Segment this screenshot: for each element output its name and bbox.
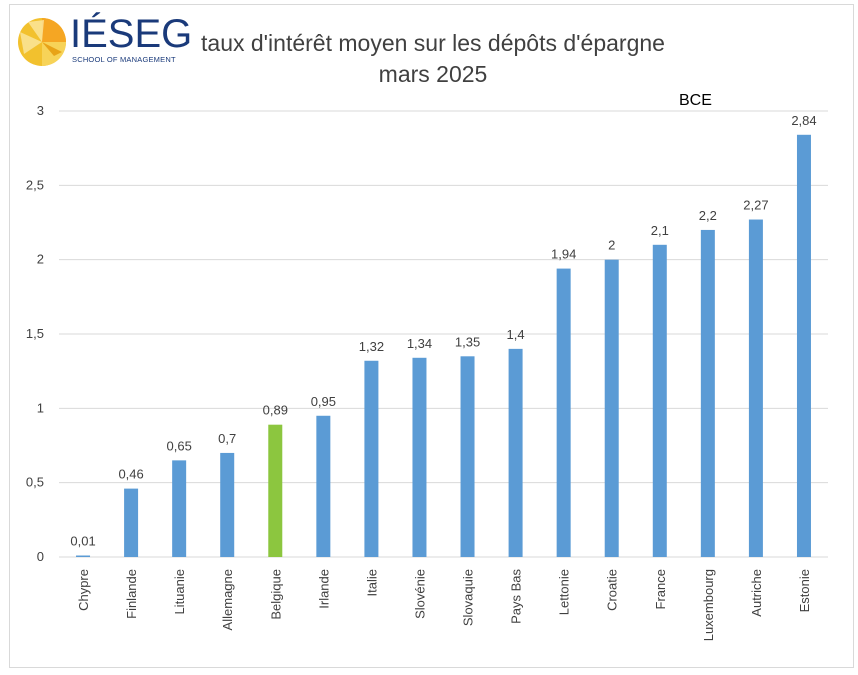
bar-belgique [268,424,283,557]
chart-title: taux d'intérêt moyen sur les dépôts d'ép… [201,30,665,56]
bar-finlande [124,488,139,557]
x-tick-label: Slovénie [412,569,427,619]
x-tick-label: Pays Bas [509,569,524,624]
y-tick-label: 3 [37,103,44,118]
bar-luxembourg [700,229,715,557]
ieseg-logo: IÉSEG SCHOOL OF MANAGEMENT [14,12,192,72]
x-tick-label: Estonie [797,569,812,612]
chart-title-block: taux d'intérêt moyen sur les dépôts d'ép… [183,28,683,90]
bar-slovaquie [460,356,475,557]
y-tick-label: 2,5 [26,177,44,192]
data-label: 0,01 [70,534,95,549]
chart-annotation: BCE [679,92,712,109]
logo-wordmark: IÉSEG [70,12,193,56]
x-tick-label: Lituanie [172,569,187,615]
data-label: 0,65 [167,438,192,453]
x-tick-label: Allemagne [220,569,235,630]
bar-france [652,244,667,558]
data-label: 0,95 [311,394,336,409]
bar-pays-bas [508,348,523,557]
bar-croatie [604,259,619,557]
data-label: 2,2 [699,208,717,223]
data-label: 1,34 [407,336,432,351]
y-tick-label: 2 [37,252,44,267]
bar-lituanie [172,460,187,557]
sun-logo-icon [18,18,66,66]
data-label: 2,27 [743,198,768,213]
bar-italie [364,360,379,557]
x-tick-label: Finlande [124,569,139,619]
x-tick-label: Lettonie [557,569,572,615]
bar-lettonie [556,268,571,557]
data-label: 0,7 [218,431,236,446]
data-label: 1,94 [551,247,576,262]
y-tick-label: 1 [37,400,44,415]
bar-irlande [316,415,331,557]
x-tick-label: Italie [364,569,379,596]
y-tick-label: 0,5 [26,475,44,490]
data-label: 1,4 [507,327,525,342]
bar-allemagne [220,452,235,557]
x-tick-label: Slovaquie [461,569,476,626]
chart-subtitle: mars 2025 [378,61,488,87]
y-tick-label: 1,5 [26,326,44,341]
x-tick-label: Luxembourg [701,569,716,641]
x-tick-label: Belgique [268,569,283,620]
data-label: 1,35 [455,334,480,349]
logo-subtitle: SCHOOL OF MANAGEMENT [72,55,176,64]
x-tick-label: Chypre [76,569,91,611]
y-tick-label: 0 [37,549,44,564]
data-label: 1,32 [359,339,384,354]
x-tick-label: Autriche [749,569,764,617]
bar-autriche [748,219,763,557]
data-label: 2,1 [651,223,669,238]
data-label: 0,46 [118,467,143,482]
bar-estonie [796,134,811,557]
x-tick-label: Croatie [605,569,620,611]
data-label: 2 [608,238,615,253]
data-label: 0,89 [263,403,288,418]
x-tick-label: France [653,569,668,609]
bar-slovénie [412,357,427,557]
bar-chypre [76,555,91,557]
x-tick-label: Irlande [316,569,331,609]
data-label: 2,84 [791,113,816,128]
